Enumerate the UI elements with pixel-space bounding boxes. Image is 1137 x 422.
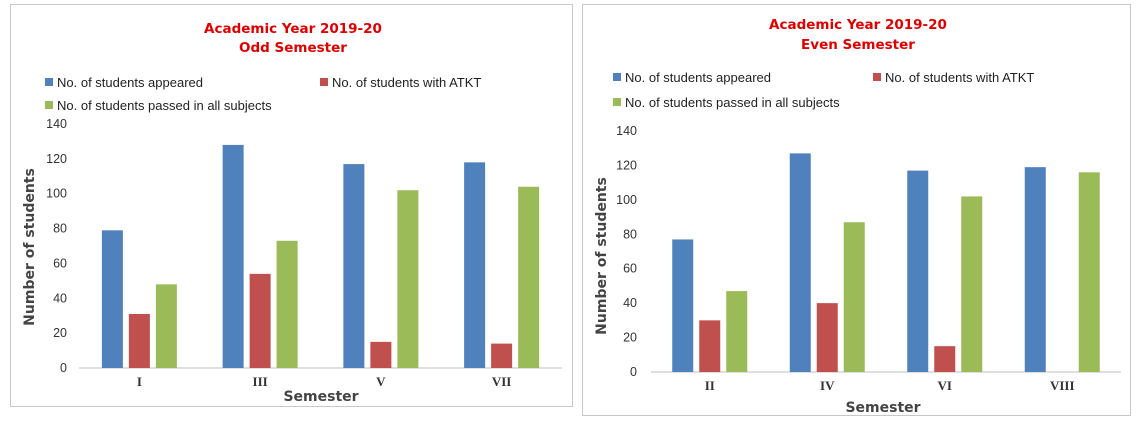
bar-appeared-iii xyxy=(222,144,244,368)
legend-label-passed: No. of students passed in all subjects xyxy=(625,95,840,110)
y-axis-label: Number of students xyxy=(594,177,610,335)
y-tick-label: 60 xyxy=(623,262,637,276)
x-tick-label: III xyxy=(253,374,268,389)
bar-appeared-ii xyxy=(672,239,694,372)
y-tick-label: 40 xyxy=(623,296,637,310)
chart-odd-semester: Academic Year 2019-20 Odd Semester No. o… xyxy=(22,21,562,405)
chart-subtitle: Odd Semester xyxy=(239,40,347,56)
legend-item-passed: No. of students passed in all subjects xyxy=(613,95,840,110)
chart-title: Academic Year 2019-20 xyxy=(769,17,947,33)
x-tick-label: II xyxy=(705,378,715,393)
x-axis-label: Semester xyxy=(845,400,920,415)
legend-swatch-appeared xyxy=(613,73,621,81)
y-tick-label: 140 xyxy=(616,124,637,138)
legend-label-atkt: No. of students with ATKT xyxy=(332,75,481,90)
y-tick-label: 60 xyxy=(53,256,67,270)
chart-panel-odd-semester: Academic Year 2019-20 Odd Semester No. o… xyxy=(10,4,573,407)
bar-appeared-vii xyxy=(464,162,486,368)
bar-atkt-vi xyxy=(934,346,956,372)
plot-area: 0 20 40 60 80 100 120 140 II IV VI VIII xyxy=(616,124,1121,393)
x-tick-label: V xyxy=(376,374,386,389)
y-tick-label: 120 xyxy=(616,158,637,172)
bar-atkt-v xyxy=(370,341,392,368)
y-tick-label: 100 xyxy=(46,187,67,201)
bar-passed-vii xyxy=(518,186,540,368)
chart-even-semester: Academic Year 2019-20 Even Semester No. … xyxy=(594,17,1121,415)
legend-item-atkt: No. of students with ATKT xyxy=(873,70,1034,85)
bar-atkt-vii xyxy=(491,343,513,368)
bar-atkt-iv xyxy=(816,303,838,372)
legend: No. of students appeared No. of students… xyxy=(45,75,481,113)
y-tick-label: 40 xyxy=(53,291,67,305)
bar-appeared-iv xyxy=(789,153,811,372)
bar-appeared-i xyxy=(101,230,123,368)
legend-swatch-passed xyxy=(613,98,621,106)
bar-passed-viii xyxy=(1078,172,1100,372)
chart-title: Academic Year 2019-20 xyxy=(204,21,382,37)
bar-atkt-ii xyxy=(699,320,721,372)
chart-panel-even-semester: Academic Year 2019-20 Even Semester No. … xyxy=(582,4,1131,416)
bar-passed-i xyxy=(155,284,177,368)
x-tick-label: IV xyxy=(820,378,835,393)
bar-passed-iii xyxy=(276,240,298,368)
bar-appeared-vi xyxy=(907,170,929,372)
bar-appeared-v xyxy=(343,164,365,368)
legend-item-atkt: No. of students with ATKT xyxy=(320,75,481,90)
bar-passed-iv xyxy=(843,222,865,372)
legend: No. of students appeared No. of students… xyxy=(613,70,1034,110)
y-tick-label: 0 xyxy=(630,365,637,379)
x-tick-label: VI xyxy=(938,378,952,393)
bar-atkt-iii xyxy=(249,273,271,368)
bar-atkt-i xyxy=(128,313,150,368)
chart-subtitle: Even Semester xyxy=(801,37,915,53)
legend-item-passed: No. of students passed in all subjects xyxy=(45,98,272,113)
legend-swatch-atkt xyxy=(320,78,328,86)
y-tick-label: 20 xyxy=(623,331,637,345)
legend-swatch-appeared xyxy=(45,78,53,86)
bar-passed-v xyxy=(397,190,419,368)
legend-label-passed: No. of students passed in all subjects xyxy=(57,98,272,113)
y-tick-label: 100 xyxy=(616,193,637,207)
x-tick-label: I xyxy=(137,374,142,389)
legend-label-atkt: No. of students with ATKT xyxy=(885,70,1034,85)
bar-passed-vi xyxy=(961,196,983,372)
y-tick-label: 80 xyxy=(623,227,637,241)
y-tick-label: 80 xyxy=(53,222,67,236)
legend-label-appeared: No. of students appeared xyxy=(57,75,203,90)
legend-swatch-passed xyxy=(45,101,53,109)
y-axis-label: Number of students xyxy=(22,168,38,326)
y-tick-label: 120 xyxy=(46,152,67,166)
y-tick-label: 20 xyxy=(53,326,67,340)
y-tick-label: 0 xyxy=(60,361,67,375)
x-axis-label: Semester xyxy=(283,389,358,405)
x-tick-label: VIII xyxy=(1050,378,1075,393)
legend-swatch-atkt xyxy=(873,73,881,81)
y-tick-label: 140 xyxy=(46,117,67,131)
bar-passed-ii xyxy=(726,291,748,372)
bar-appeared-viii xyxy=(1024,167,1046,372)
legend-label-appeared: No. of students appeared xyxy=(625,70,771,85)
legend-item-appeared: No. of students appeared xyxy=(45,75,203,90)
x-tick-label: VII xyxy=(492,374,512,389)
legend-item-appeared: No. of students appeared xyxy=(613,70,771,85)
